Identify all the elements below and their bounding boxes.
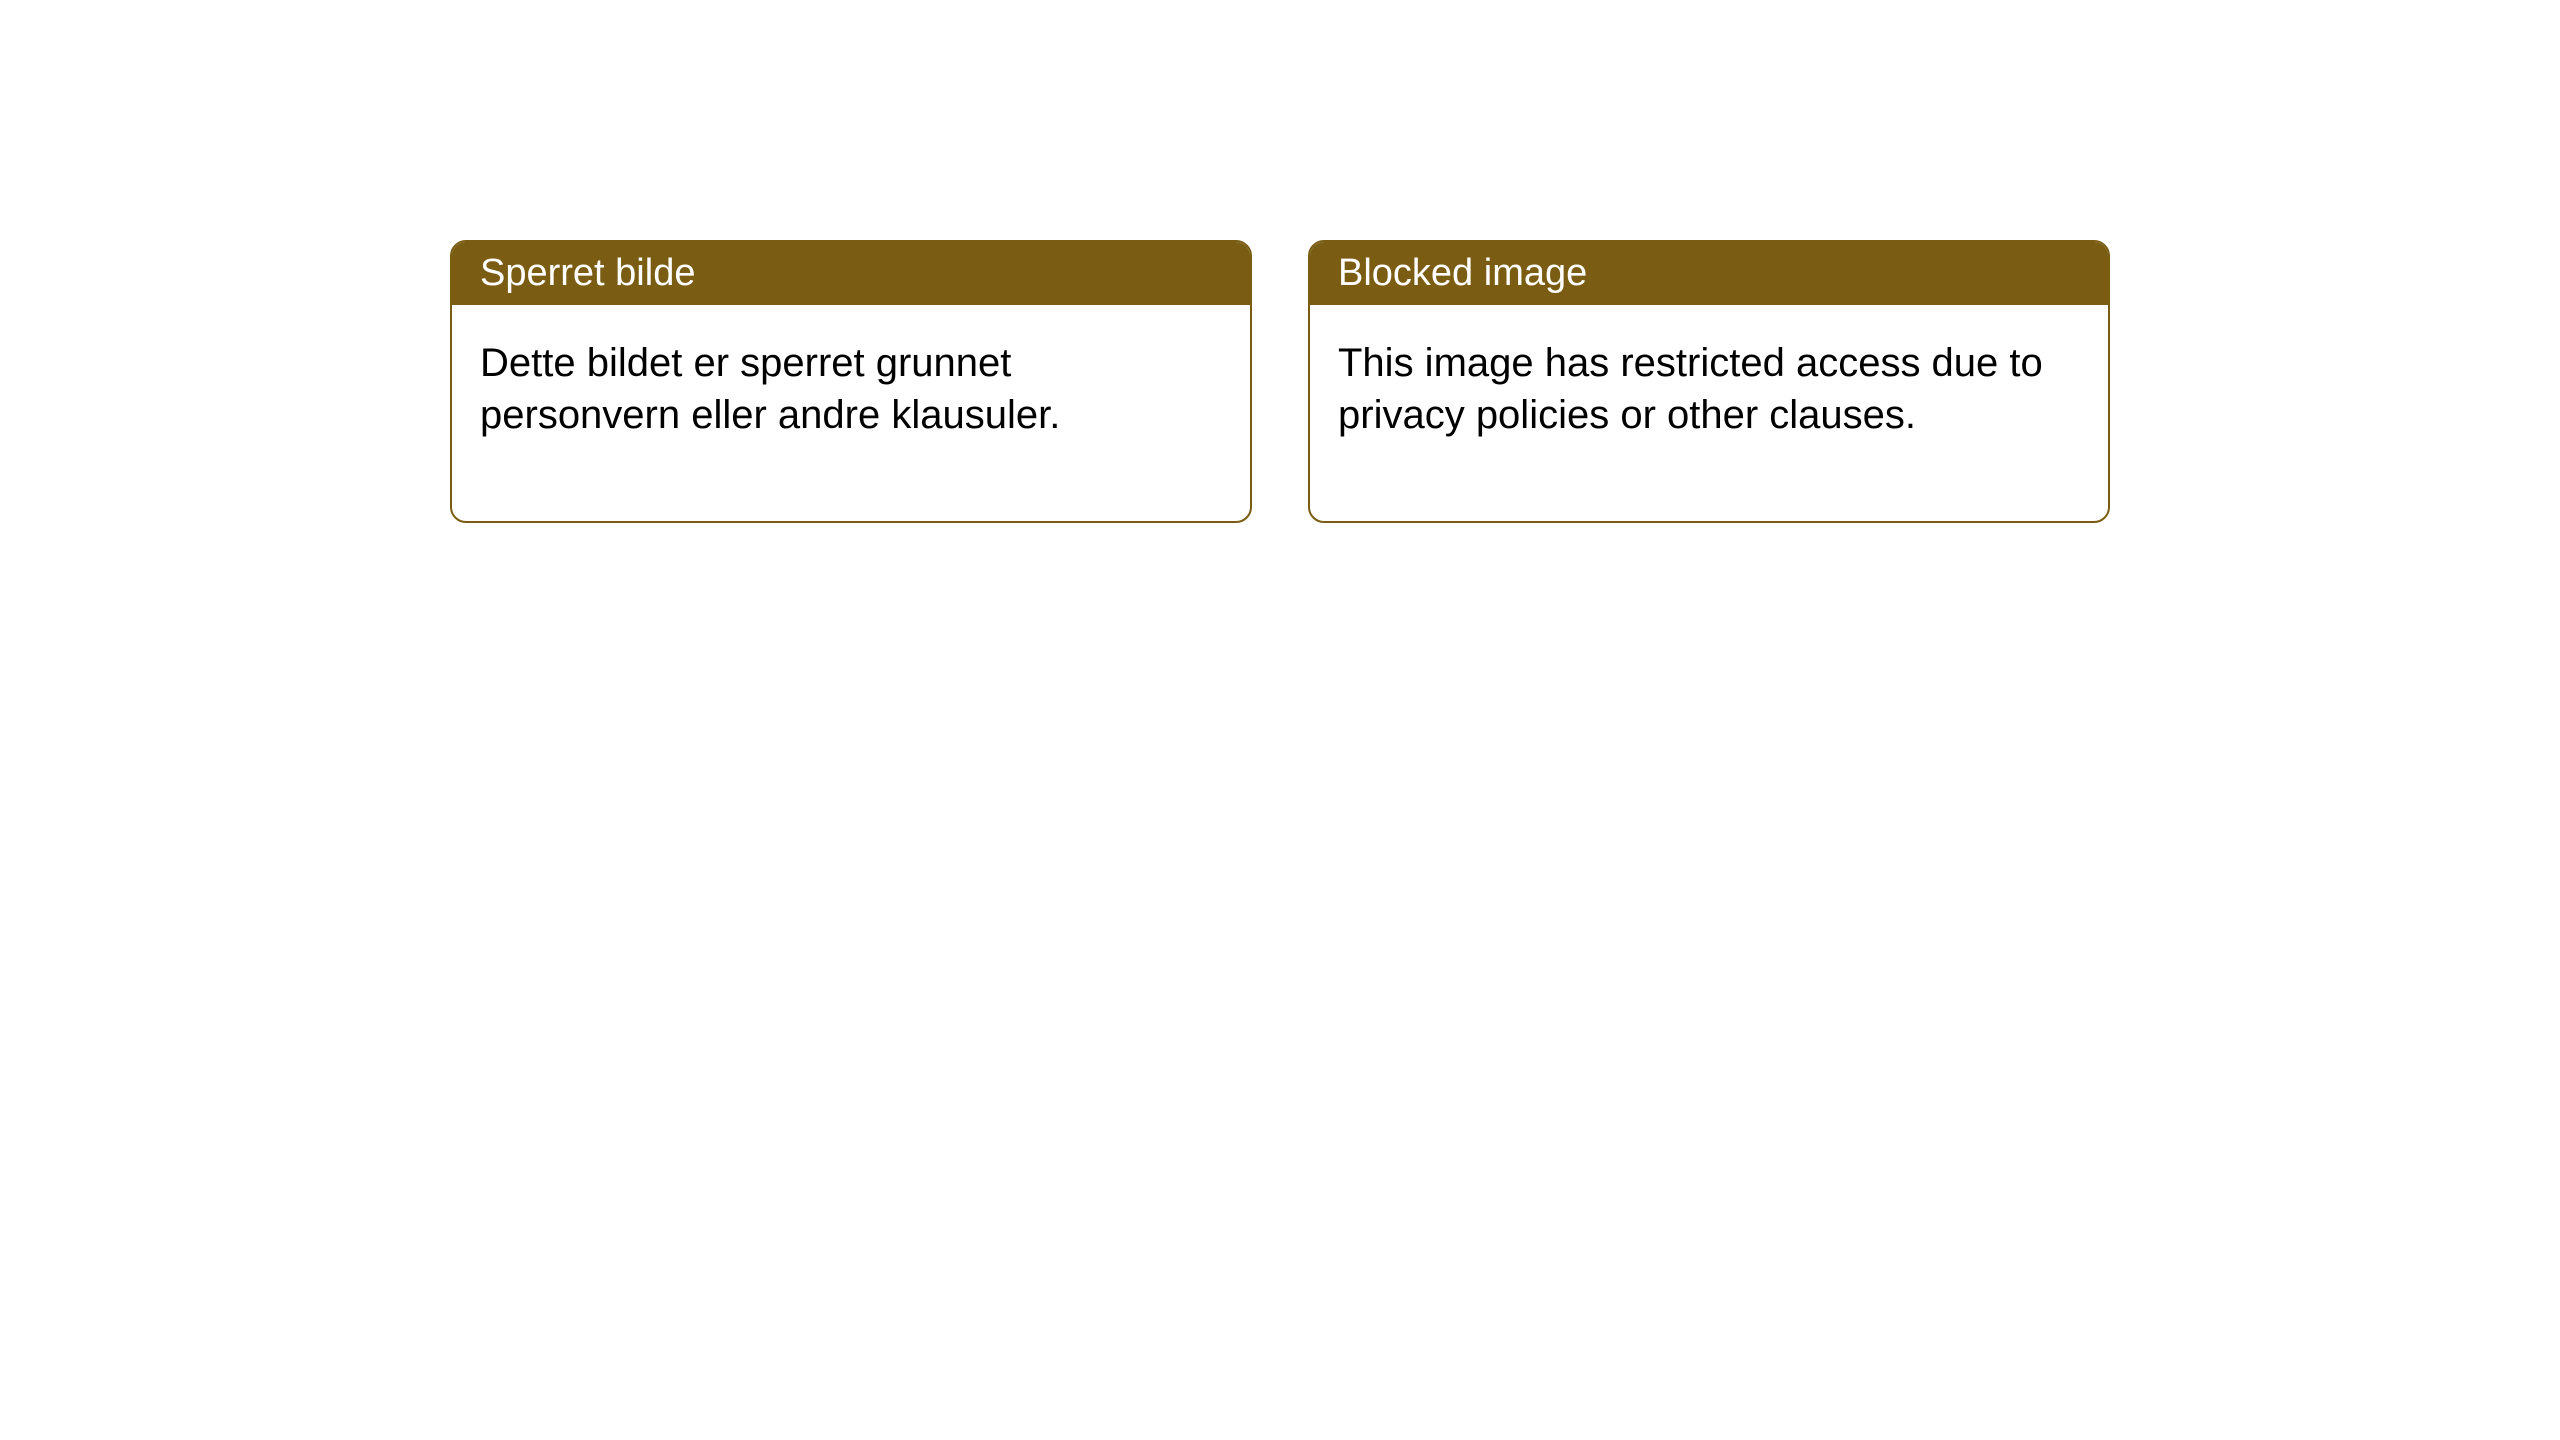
- card-body-no: Dette bildet er sperret grunnet personve…: [452, 305, 1250, 521]
- card-header-en: Blocked image: [1310, 242, 2108, 305]
- card-container: Sperret bilde Dette bildet er sperret gr…: [0, 0, 2560, 523]
- card-body-en: This image has restricted access due to …: [1310, 305, 2108, 521]
- blocked-image-card-no: Sperret bilde Dette bildet er sperret gr…: [450, 240, 1252, 523]
- blocked-image-card-en: Blocked image This image has restricted …: [1308, 240, 2110, 523]
- card-header-no: Sperret bilde: [452, 242, 1250, 305]
